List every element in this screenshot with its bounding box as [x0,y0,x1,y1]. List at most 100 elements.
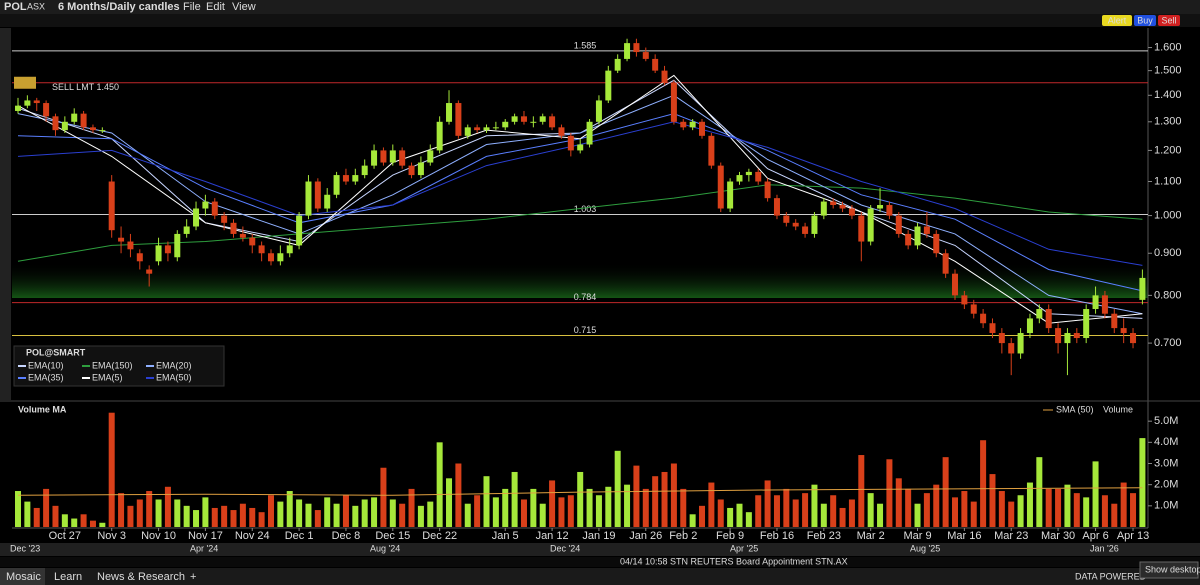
candle-body [699,121,706,136]
candle-body [989,323,996,334]
candle-body [399,150,406,166]
candle-body [717,165,724,209]
volume-bar [595,495,602,527]
candle-body [867,208,874,242]
volume-bar [530,488,537,527]
candle-body [736,175,743,182]
volume-bar [277,501,284,527]
candle-body [333,175,340,195]
volume-bar [886,459,893,527]
candle-body [1130,333,1137,344]
tab[interactable]: News & Research [97,571,185,583]
volume-bar [1111,503,1118,527]
tab[interactable]: Learn [54,571,82,583]
volume-bar [492,497,499,527]
menu-item[interactable]: Edit [206,1,225,13]
tab[interactable]: Mosaic [6,571,41,583]
candle-body [858,215,865,242]
volume-bar [342,495,349,527]
tab-add[interactable]: + [190,571,196,583]
volume-bar [961,491,968,527]
candle-body [1073,333,1080,339]
order-tag [14,76,36,89]
volume-bar [193,510,200,527]
volume-bar [361,499,368,527]
volume-bar [155,499,162,527]
candle-body [661,70,668,83]
volume-bar [989,474,996,527]
x-tick-label: Apr 13 [1117,530,1149,542]
volume-bar [174,499,181,527]
volume-bar [736,503,743,527]
volume-bar [539,503,546,527]
active-tab[interactable] [0,568,45,585]
volume-bar [1064,484,1071,527]
candle-body [1026,318,1033,334]
candle-body [595,100,602,122]
y-tick-label: 1.500 [1154,65,1182,77]
overview-label: Aug '25 [910,543,940,553]
volume-bar [549,480,556,527]
volume-bar [15,491,21,527]
volume-bar [577,471,584,527]
candle-body [436,121,443,151]
candle-body [371,150,378,166]
volume-bar [108,412,115,527]
volume-bar [1101,495,1108,527]
level-label: 0.784 [574,292,597,302]
left-scroll[interactable] [0,28,11,400]
sell-label[interactable]: Sell [1161,15,1176,25]
candle-body [577,144,584,151]
candle-body [1139,277,1146,300]
candle-body [1055,328,1062,344]
volume-bar [848,499,855,527]
x-tick-label: Jan 12 [536,530,569,542]
overview-strip[interactable] [0,543,1200,556]
y-tick-label: 0.700 [1154,337,1182,349]
volume-bar [699,505,706,527]
alert-button[interactable] [1102,15,1132,26]
x-tick-label: Oct 27 [49,530,81,542]
volume-bar [586,488,593,527]
level-label: 1.585 [574,40,597,50]
volume-bar [802,493,809,527]
candle-body [202,201,209,209]
volume-bar [1036,457,1043,527]
candle-body [33,100,40,104]
candle-body [1111,313,1118,329]
candle-body [895,215,902,234]
y-tick-label: 1.200 [1154,144,1182,156]
menu-item[interactable]: File [183,1,201,13]
volume-bar [1026,482,1033,527]
candle-body [305,181,312,216]
candle-body [52,116,59,131]
candle-body [952,273,958,296]
buy-label[interactable]: Buy [1137,15,1153,25]
volume-bar [52,505,59,527]
candle-body [24,100,31,106]
symbol[interactable]: POL [4,1,27,13]
tooltip-text: Show desktop [1145,564,1200,574]
volume-bar [502,488,509,527]
x-tick-label: Dec 8 [332,530,361,542]
buy-button[interactable] [1134,15,1156,26]
volume-bar [408,488,415,527]
sell-button[interactable] [1158,15,1180,26]
volume-bar [230,510,237,527]
candle-body [183,226,190,234]
volume-bar [755,495,762,527]
period-select[interactable]: 6 Months/Daily candles [58,1,180,13]
volume-bar [689,514,696,527]
volume-bar [1083,497,1090,527]
menu-item[interactable]: View [232,1,256,13]
candle-body [1064,333,1071,344]
volume-bar [558,497,565,527]
candle-body [567,135,574,151]
y-tick-label: 5.0M [1154,415,1178,427]
order-label: SELL LMT 1.450 [52,82,119,92]
alert-label[interactable]: Alert [1108,15,1127,25]
volume-bar [146,491,153,527]
candle-body [848,208,855,216]
news-ticker[interactable]: 04/14 10:58 STN REUTERS Board Appointmen… [620,556,848,566]
volume-bar [811,484,818,527]
